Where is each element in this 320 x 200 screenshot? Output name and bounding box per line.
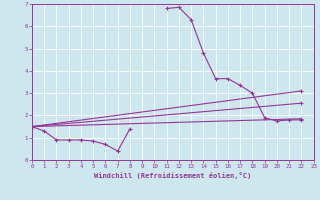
- X-axis label: Windchill (Refroidissement éolien,°C): Windchill (Refroidissement éolien,°C): [94, 172, 252, 179]
